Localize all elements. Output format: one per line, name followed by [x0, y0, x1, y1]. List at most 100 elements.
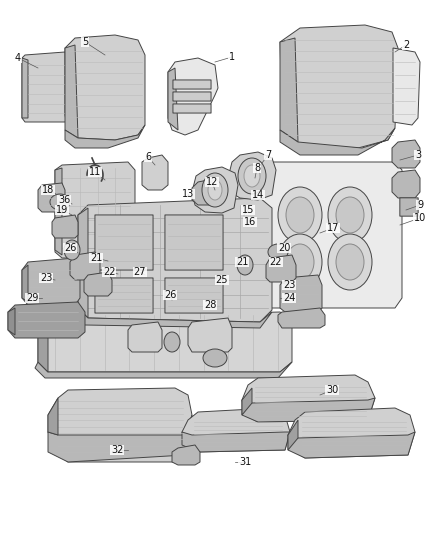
Ellipse shape [278, 234, 322, 290]
Polygon shape [280, 275, 322, 312]
Polygon shape [182, 408, 290, 452]
Ellipse shape [268, 244, 288, 260]
Polygon shape [55, 162, 135, 258]
Polygon shape [78, 208, 88, 318]
Text: 10: 10 [414, 213, 426, 223]
Text: 36: 36 [58, 195, 70, 205]
Text: 29: 29 [26, 293, 38, 303]
Text: 16: 16 [244, 217, 256, 227]
Text: 2: 2 [403, 40, 409, 50]
Polygon shape [188, 318, 232, 352]
Polygon shape [8, 302, 85, 338]
Polygon shape [242, 388, 252, 415]
Text: 17: 17 [327, 223, 339, 233]
Text: 9: 9 [417, 200, 423, 210]
Polygon shape [392, 170, 420, 198]
Text: 14: 14 [252, 190, 264, 200]
Text: 23: 23 [283, 280, 295, 290]
Polygon shape [8, 308, 15, 335]
Text: 26: 26 [64, 243, 76, 253]
Ellipse shape [64, 240, 80, 260]
Text: 21: 21 [90, 253, 102, 263]
Polygon shape [182, 432, 290, 452]
Polygon shape [38, 183, 65, 212]
Text: 28: 28 [204, 300, 216, 310]
Polygon shape [22, 258, 80, 305]
Polygon shape [242, 398, 375, 422]
Text: 23: 23 [40, 273, 52, 283]
FancyBboxPatch shape [165, 215, 223, 270]
Polygon shape [22, 265, 28, 302]
Text: 22: 22 [103, 267, 115, 277]
Text: 31: 31 [239, 457, 251, 467]
Polygon shape [172, 445, 200, 465]
Ellipse shape [328, 234, 372, 290]
Polygon shape [168, 68, 178, 130]
Polygon shape [128, 322, 162, 352]
Ellipse shape [286, 244, 314, 280]
Ellipse shape [336, 244, 364, 280]
Text: 3: 3 [415, 150, 421, 160]
Polygon shape [48, 388, 192, 462]
Polygon shape [278, 308, 325, 328]
Polygon shape [65, 35, 145, 140]
Ellipse shape [50, 194, 70, 210]
Polygon shape [22, 58, 28, 118]
Polygon shape [280, 38, 298, 142]
Polygon shape [288, 420, 298, 450]
Polygon shape [260, 162, 402, 308]
Text: 15: 15 [242, 205, 254, 215]
Polygon shape [280, 25, 398, 148]
Ellipse shape [202, 173, 228, 207]
Polygon shape [168, 58, 218, 135]
Text: 19: 19 [56, 205, 68, 215]
Polygon shape [48, 415, 192, 462]
Polygon shape [228, 152, 276, 200]
Text: 13: 13 [182, 189, 194, 199]
Polygon shape [142, 155, 168, 190]
Ellipse shape [278, 187, 322, 243]
Polygon shape [393, 48, 420, 125]
Text: 20: 20 [278, 243, 290, 253]
FancyBboxPatch shape [173, 104, 211, 113]
Polygon shape [55, 168, 62, 255]
Text: 24: 24 [283, 293, 295, 303]
Text: 26: 26 [164, 290, 176, 300]
Polygon shape [65, 125, 145, 148]
Polygon shape [242, 375, 375, 422]
Ellipse shape [208, 180, 222, 200]
Ellipse shape [164, 332, 180, 352]
Text: 7: 7 [265, 150, 271, 160]
Text: 27: 27 [134, 267, 146, 277]
Polygon shape [38, 312, 292, 372]
Text: 18: 18 [42, 185, 54, 195]
Polygon shape [22, 52, 68, 122]
Text: 11: 11 [89, 167, 101, 177]
Polygon shape [78, 198, 272, 322]
Polygon shape [288, 432, 415, 458]
Text: 6: 6 [145, 152, 151, 162]
FancyBboxPatch shape [165, 278, 223, 313]
Text: 8: 8 [254, 163, 260, 173]
Text: 25: 25 [216, 275, 228, 285]
Text: 12: 12 [206, 177, 218, 187]
Polygon shape [70, 252, 100, 280]
Text: 30: 30 [326, 385, 338, 395]
Polygon shape [52, 215, 78, 238]
Polygon shape [75, 308, 272, 328]
Polygon shape [35, 362, 292, 378]
FancyBboxPatch shape [95, 278, 153, 313]
Polygon shape [192, 167, 238, 213]
Text: 22: 22 [270, 257, 282, 267]
Ellipse shape [244, 165, 260, 187]
Text: 1: 1 [229, 52, 235, 62]
Text: 32: 32 [111, 445, 123, 455]
FancyBboxPatch shape [173, 92, 211, 101]
Polygon shape [392, 140, 420, 168]
Text: 21: 21 [236, 257, 248, 267]
Ellipse shape [238, 158, 266, 194]
Ellipse shape [336, 197, 364, 233]
Text: 4: 4 [15, 53, 21, 63]
Polygon shape [48, 398, 58, 435]
Text: 5: 5 [82, 37, 88, 47]
